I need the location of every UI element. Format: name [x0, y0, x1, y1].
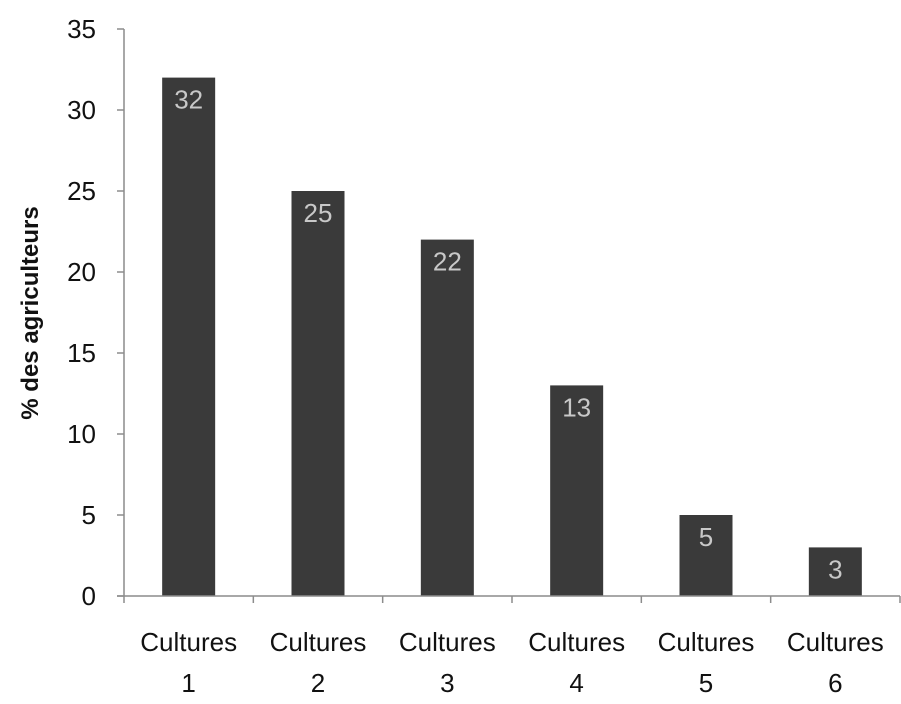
bar [550, 385, 604, 596]
y-tick-label: 25 [67, 176, 96, 206]
bar [162, 77, 216, 597]
data-label: 3 [828, 554, 842, 584]
category-label: Cultures 2 [270, 627, 367, 698]
data-label: 25 [304, 198, 333, 228]
data-label: 5 [699, 522, 713, 552]
y-axis-title: % des agriculteurs [17, 206, 44, 419]
y-tick-label: 5 [82, 500, 96, 530]
data-label: 13 [562, 392, 591, 422]
category-label: Cultures 6 [787, 627, 884, 698]
data-label: 32 [174, 85, 203, 115]
y-tick-label: 30 [67, 95, 96, 125]
bar [808, 547, 862, 596]
data-label: 22 [433, 247, 462, 277]
y-axis-ticks: 0 5 10 15 20 25 30 35 [67, 14, 125, 611]
y-tick-label: 35 [67, 14, 96, 44]
y-tick-label: 20 [67, 257, 96, 287]
y-tick-label: 0 [82, 581, 96, 611]
bar [679, 515, 733, 596]
x-axis [117, 595, 901, 603]
category-labels: Cultures 1 Cultures 2 Cultures 3 Cultures 4 Cult… [140, 627, 883, 698]
category-label: Cultures 5 [658, 627, 755, 698]
bar [420, 239, 474, 596]
y-tick-label: 10 [67, 419, 96, 449]
bars: 32 25 22 13 5 3 [162, 77, 862, 597]
category-label: Cultures 3 [399, 627, 496, 698]
bar [291, 191, 345, 596]
y-tick-label: 15 [67, 338, 96, 368]
category-label: Cultures 1 [140, 627, 237, 698]
category-label: Cultures 4 [528, 627, 625, 698]
